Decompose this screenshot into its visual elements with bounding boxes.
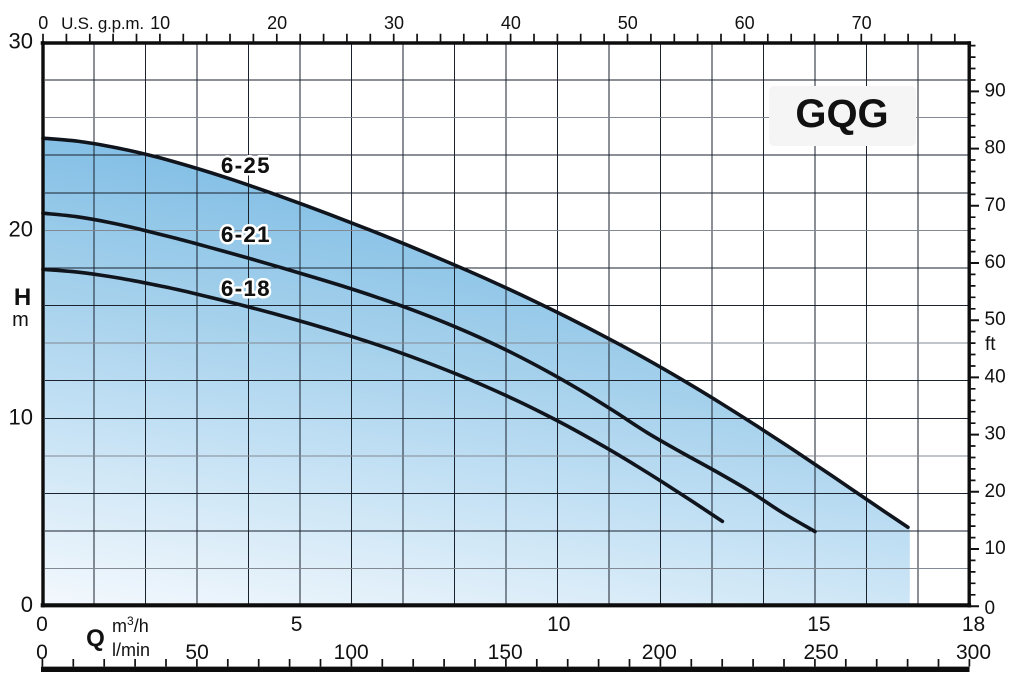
svg-text:100: 100 — [334, 641, 369, 664]
svg-text:250: 250 — [803, 641, 838, 664]
svg-text:50: 50 — [618, 13, 638, 33]
svg-text:GQG: GQG — [795, 92, 888, 136]
svg-text:20: 20 — [267, 13, 287, 33]
svg-text:Q: Q — [86, 625, 105, 652]
svg-text:0: 0 — [21, 592, 33, 617]
svg-text:50: 50 — [985, 309, 1006, 330]
svg-text:60: 60 — [735, 13, 755, 33]
svg-text:70: 70 — [852, 13, 872, 33]
svg-text:30: 30 — [9, 29, 33, 54]
svg-text:60: 60 — [985, 252, 1006, 273]
svg-text:20: 20 — [9, 216, 33, 241]
svg-text:10: 10 — [9, 404, 33, 429]
svg-text:70: 70 — [985, 195, 1006, 216]
svg-text:150: 150 — [488, 641, 523, 664]
svg-text:ft: ft — [985, 334, 996, 355]
svg-text:20: 20 — [985, 481, 1006, 502]
svg-text:18: 18 — [962, 613, 985, 636]
svg-text:10: 10 — [985, 538, 1006, 559]
svg-text:40: 40 — [501, 13, 521, 33]
svg-text:6-18: 6-18 — [221, 276, 271, 301]
svg-text:6-25: 6-25 — [221, 153, 271, 178]
svg-text:50: 50 — [185, 641, 208, 664]
svg-text:U.S. g.p.m.: U.S. g.p.m. — [61, 14, 144, 33]
svg-text:0: 0 — [36, 613, 48, 636]
svg-text:90: 90 — [985, 80, 1006, 101]
svg-text:0: 0 — [985, 598, 996, 619]
svg-text:300: 300 — [956, 641, 991, 664]
svg-text:15: 15 — [807, 613, 830, 636]
svg-text:5: 5 — [291, 613, 303, 636]
svg-text:H: H — [14, 284, 31, 311]
svg-text:200: 200 — [642, 641, 677, 664]
svg-text:l/min: l/min — [112, 640, 150, 660]
svg-text:10: 10 — [150, 13, 170, 33]
svg-text:6-21: 6-21 — [221, 222, 271, 247]
svg-text:m: m — [12, 309, 29, 331]
svg-text:10: 10 — [547, 613, 570, 636]
svg-text:6-21: 6-21 — [221, 222, 271, 247]
svg-text:0: 0 — [36, 641, 48, 664]
svg-text:6-18: 6-18 — [221, 276, 271, 301]
svg-text:80: 80 — [985, 138, 1006, 159]
svg-text:m3/h: m3/h — [112, 614, 149, 636]
svg-text:0: 0 — [38, 13, 48, 33]
svg-text:40: 40 — [985, 366, 1006, 387]
svg-text:6-25: 6-25 — [221, 153, 271, 178]
svg-text:30: 30 — [384, 13, 404, 33]
svg-text:30: 30 — [985, 424, 1006, 445]
